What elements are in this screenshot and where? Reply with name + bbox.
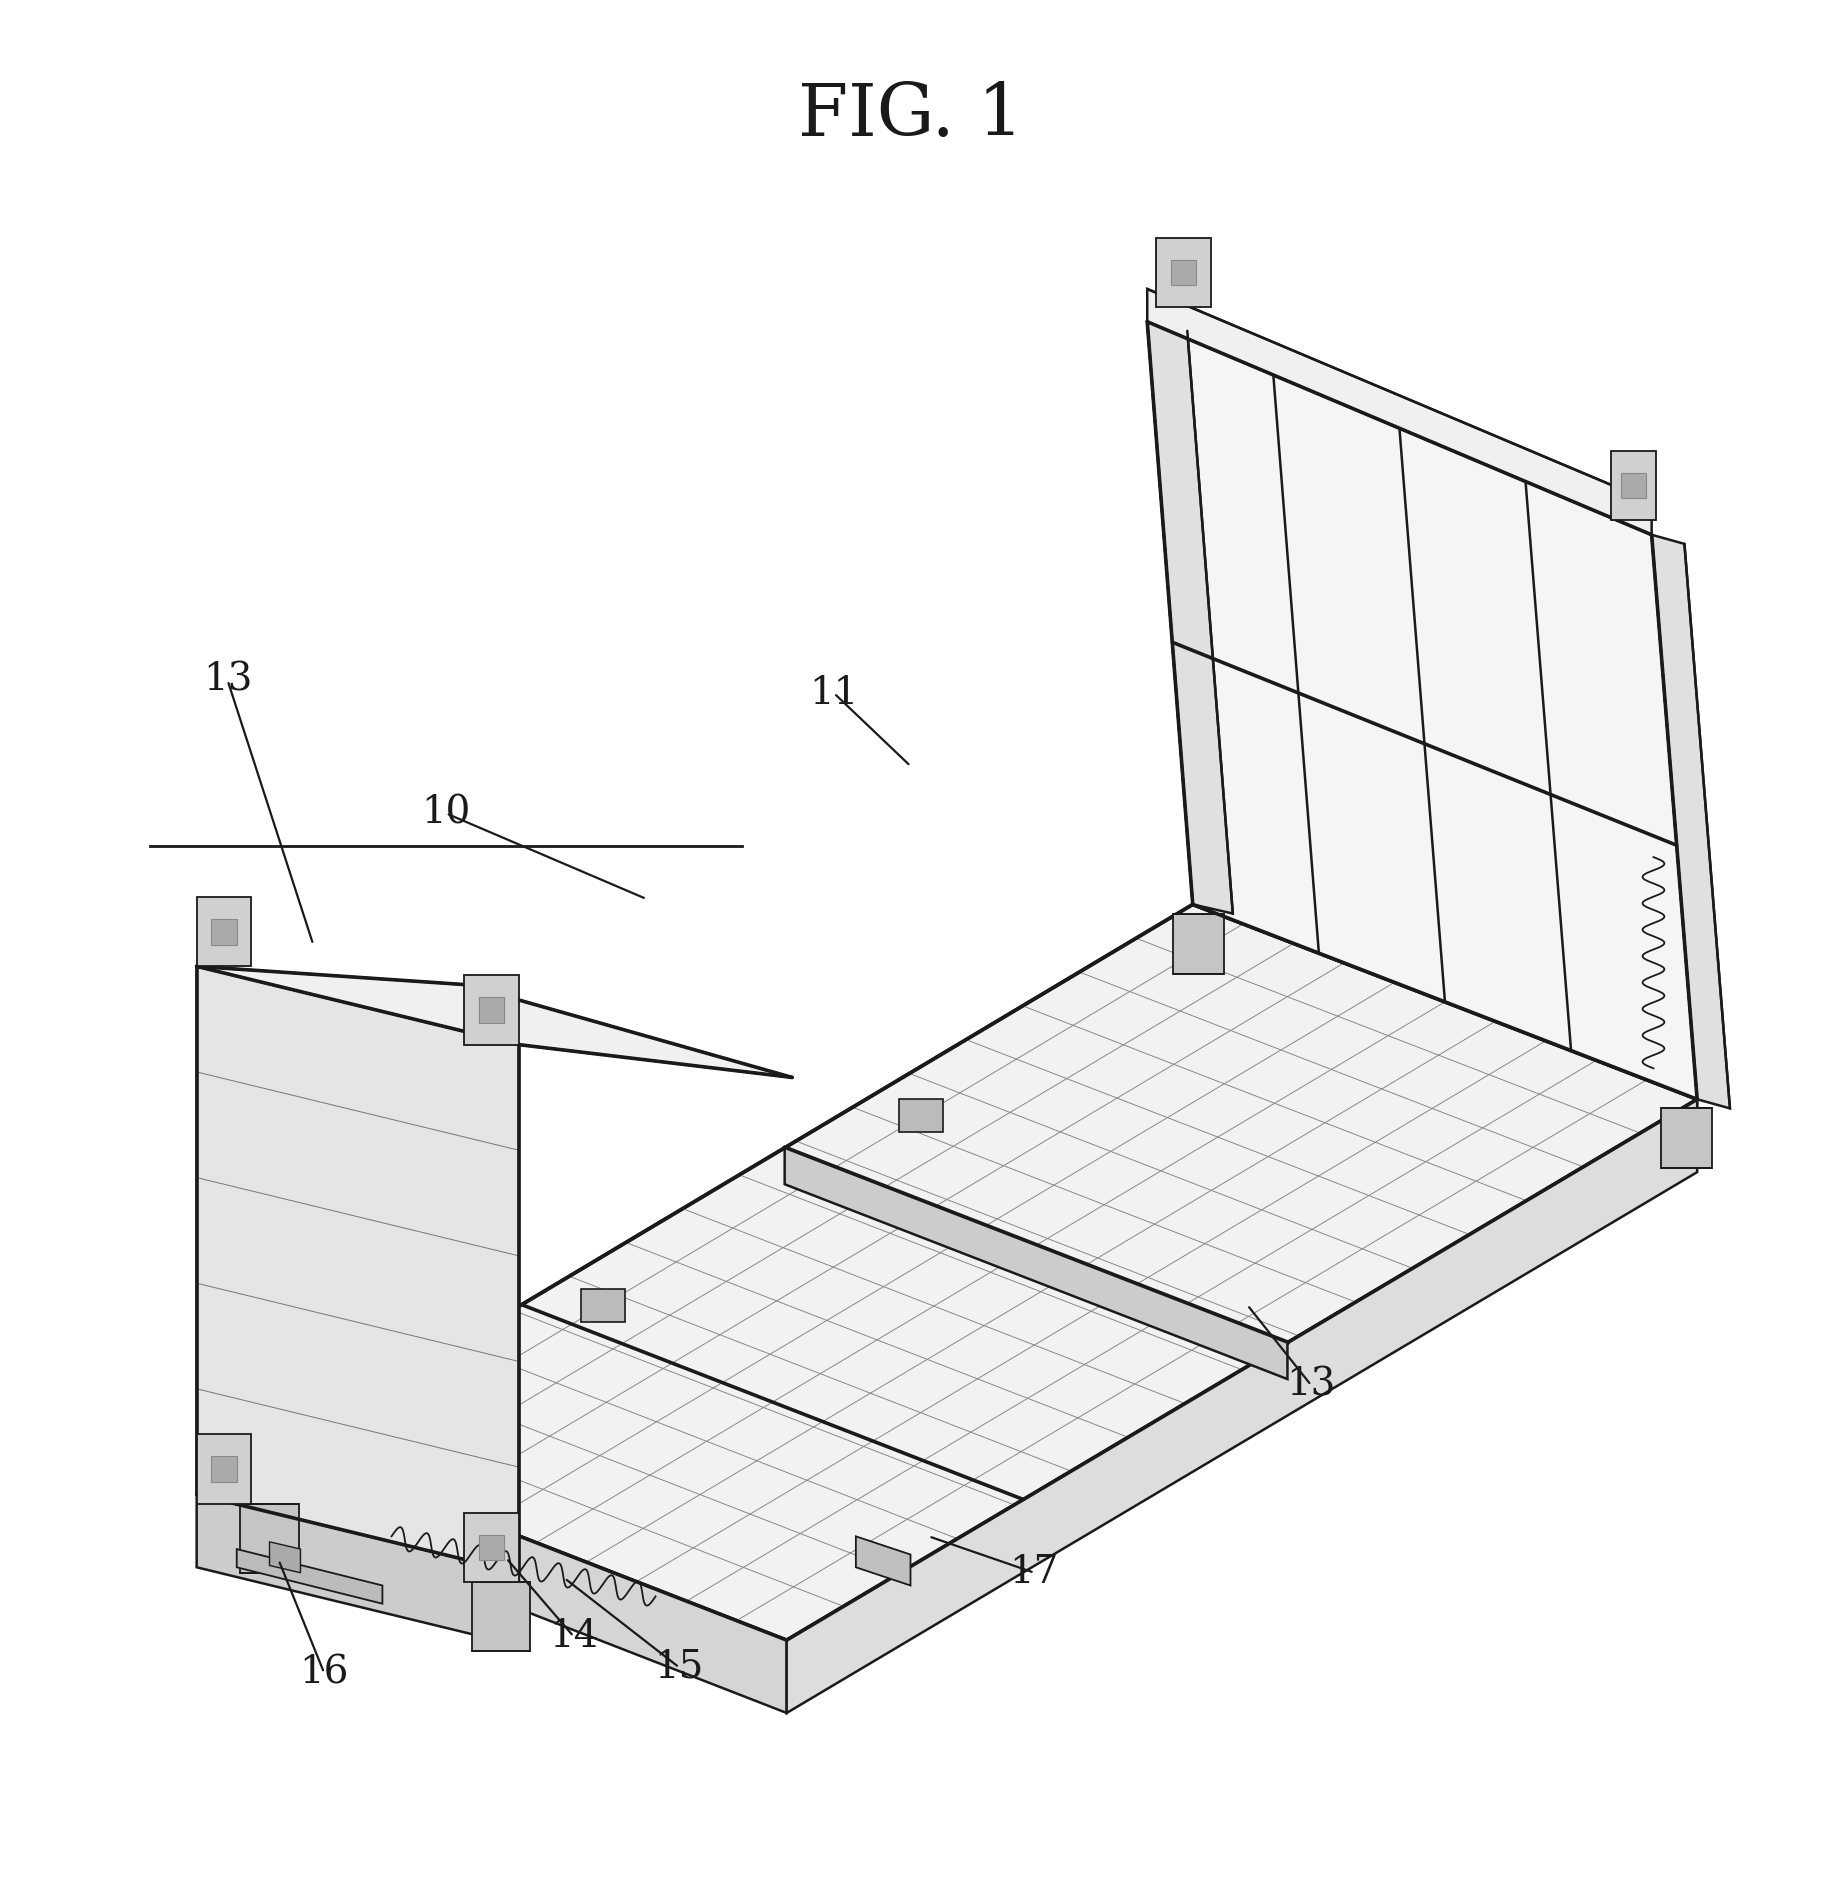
- Polygon shape: [785, 1149, 1287, 1379]
- Polygon shape: [286, 1445, 787, 1713]
- Text: FIG. 1: FIG. 1: [798, 81, 1023, 151]
- Polygon shape: [1652, 535, 1730, 1109]
- Polygon shape: [1661, 1109, 1712, 1169]
- Polygon shape: [1621, 472, 1646, 499]
- Polygon shape: [472, 1581, 530, 1651]
- Polygon shape: [197, 967, 519, 1574]
- Polygon shape: [1147, 321, 1233, 914]
- Polygon shape: [197, 967, 792, 1077]
- Polygon shape: [464, 1513, 519, 1581]
- Polygon shape: [1156, 238, 1211, 308]
- Polygon shape: [787, 1099, 1697, 1713]
- Polygon shape: [1173, 914, 1224, 973]
- Polygon shape: [856, 1536, 910, 1585]
- Polygon shape: [900, 1099, 943, 1132]
- Polygon shape: [270, 1541, 300, 1574]
- Text: 13: 13: [202, 661, 253, 699]
- Polygon shape: [286, 905, 1697, 1640]
- Text: 13: 13: [1286, 1366, 1337, 1404]
- Polygon shape: [240, 1504, 299, 1574]
- Polygon shape: [211, 1456, 237, 1481]
- Polygon shape: [197, 1434, 251, 1504]
- Text: 11: 11: [809, 674, 860, 712]
- Polygon shape: [787, 1099, 1697, 1698]
- Polygon shape: [286, 1445, 787, 1698]
- Text: 15: 15: [654, 1649, 705, 1687]
- Polygon shape: [211, 920, 237, 944]
- Polygon shape: [237, 1549, 382, 1604]
- Polygon shape: [197, 1494, 519, 1645]
- Polygon shape: [1147, 321, 1697, 1099]
- Polygon shape: [464, 975, 519, 1045]
- Text: 14: 14: [548, 1619, 599, 1655]
- Text: 10: 10: [421, 795, 472, 831]
- Polygon shape: [1147, 289, 1652, 535]
- Polygon shape: [479, 997, 504, 1022]
- Polygon shape: [197, 897, 251, 967]
- Polygon shape: [479, 1534, 504, 1560]
- Text: 16: 16: [299, 1655, 350, 1691]
- Polygon shape: [1612, 451, 1657, 519]
- Polygon shape: [581, 1288, 625, 1322]
- Text: 17: 17: [1009, 1555, 1060, 1591]
- Polygon shape: [1171, 261, 1196, 285]
